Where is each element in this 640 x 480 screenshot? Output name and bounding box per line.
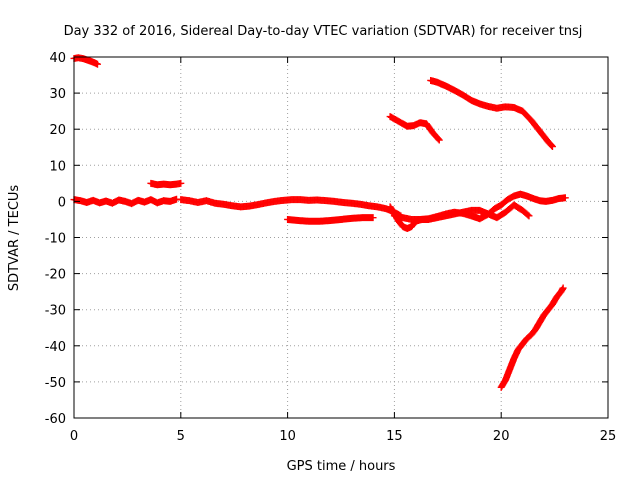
data-series	[390, 190, 569, 223]
x-tick-label: 25	[600, 429, 617, 444]
x-tick-label: 15	[386, 429, 403, 444]
y-tick-label: -10	[45, 232, 66, 247]
grid-layer	[74, 57, 608, 418]
data-series	[284, 214, 377, 225]
y-tick-label: -50	[45, 376, 66, 391]
y-tick-label: 40	[49, 51, 66, 66]
data-series	[177, 196, 405, 220]
y-tick-label: 10	[49, 159, 66, 174]
data-series	[427, 76, 556, 151]
y-tick-label: -30	[45, 304, 66, 319]
y-tick-label: 30	[49, 87, 66, 102]
data-points	[70, 54, 569, 391]
y-tick-label: 20	[49, 123, 66, 138]
chart-title: Day 332 of 2016, Sidereal Day-to-day VTE…	[64, 24, 583, 39]
data-series	[70, 195, 181, 208]
axis-ticks: 0 5 10 15 20 25 -60 -50 -40 -30 -20 -10 0 10 20 30 40	[45, 51, 617, 444]
y-tick-label: -20	[45, 268, 66, 283]
data-series	[147, 179, 185, 189]
data-series	[386, 113, 443, 144]
x-tick-label: 10	[279, 429, 296, 444]
y-tick-label: 0	[58, 195, 66, 210]
x-tick-label: 20	[493, 429, 510, 444]
x-axis-label: GPS time / hours	[287, 459, 396, 474]
x-tick-label: 0	[70, 429, 78, 444]
y-tick-label: -40	[45, 340, 66, 355]
data-series	[70, 54, 101, 68]
x-tick-label: 5	[177, 429, 185, 444]
y-axis-label: SDTVAR / TECUs	[7, 185, 22, 292]
data-series	[497, 284, 567, 391]
y-tick-label: -60	[45, 412, 66, 427]
